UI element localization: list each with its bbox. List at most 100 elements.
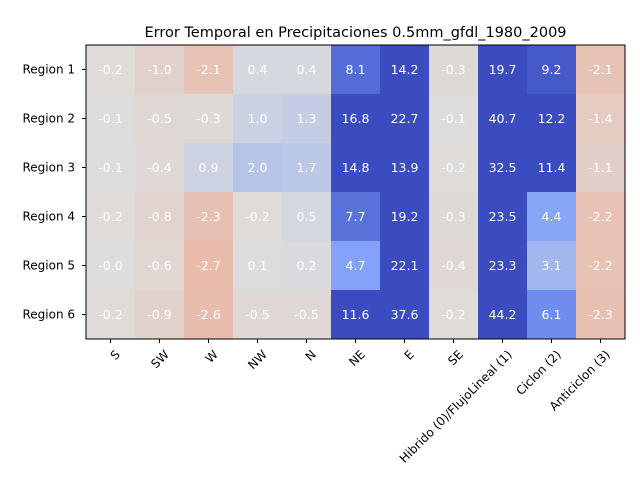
cell-value-label: 22.7 <box>391 111 419 126</box>
heatmap-cell <box>527 45 577 95</box>
heatmap-cell <box>429 290 479 340</box>
cell-value-label: -0.1 <box>98 160 122 175</box>
heatmap-cell <box>380 290 430 340</box>
heatmap-cell <box>576 94 626 144</box>
cell-value-label: 11.6 <box>342 307 370 322</box>
heatmap-cell <box>380 143 430 193</box>
x-tick-label: N <box>303 347 319 363</box>
cell-value-label: 0.2 <box>297 258 317 273</box>
heatmap-cell <box>184 192 234 242</box>
cell-value-label: -1.0 <box>147 62 171 77</box>
heatmap-cell <box>331 94 381 144</box>
y-tick-label: Region 2 <box>22 112 75 126</box>
cell-value-label: -0.2 <box>441 160 465 175</box>
cell-value-label: 1.7 <box>297 160 317 175</box>
cell-value-label: 23.3 <box>489 258 517 273</box>
cell-value-label: 0.5 <box>297 209 317 224</box>
cell-value-label: -2.2 <box>588 258 612 273</box>
heatmap-cell <box>86 290 136 340</box>
heatmap-cell <box>135 241 185 291</box>
heatmap-cell <box>86 94 136 144</box>
cell-value-label: -0.5 <box>294 307 318 322</box>
cell-value-label: 1.3 <box>297 111 317 126</box>
cell-value-label: -0.2 <box>98 307 122 322</box>
heatmap-cell <box>478 94 528 144</box>
cell-value-label: 22.1 <box>391 258 419 273</box>
heatmap-cell <box>429 45 479 95</box>
cell-value-label: 4.4 <box>542 209 562 224</box>
cell-value-label: 4.7 <box>346 258 366 273</box>
heatmap-cell <box>233 143 283 193</box>
cell-value-label: 23.5 <box>489 209 517 224</box>
cell-value-label: -0.5 <box>147 111 171 126</box>
cell-value-label: 19.2 <box>391 209 419 224</box>
heatmap-cell <box>184 290 234 340</box>
heatmap-cell <box>576 241 626 291</box>
cell-value-label: -2.1 <box>588 62 612 77</box>
y-tick-label: Region 4 <box>22 210 75 224</box>
heatmap-cell <box>233 290 283 340</box>
heatmap-cell <box>135 94 185 144</box>
heatmap-cell <box>429 241 479 291</box>
cell-value-label: 16.8 <box>342 111 370 126</box>
cell-value-label: 6.1 <box>542 307 562 322</box>
cell-value-label: 3.1 <box>542 258 562 273</box>
cell-value-label: 19.7 <box>489 62 517 77</box>
heatmap-cell <box>331 241 381 291</box>
x-tick-label: SW <box>148 347 172 371</box>
heatmap-cell <box>478 192 528 242</box>
heatmap-cell <box>478 45 528 95</box>
cell-value-label: 11.4 <box>538 160 566 175</box>
heatmap-cell <box>233 192 283 242</box>
heatmap-cell <box>135 45 185 95</box>
heatmap-cell <box>576 192 626 242</box>
cell-value-label: -2.7 <box>196 258 220 273</box>
heatmap-cell <box>282 94 332 144</box>
cell-value-label: -0.4 <box>147 160 171 175</box>
heatmap-cell <box>380 45 430 95</box>
x-tick-label: W <box>203 347 221 365</box>
heatmap-cell <box>576 290 626 340</box>
y-tick-label: Region 3 <box>22 161 75 175</box>
cell-value-label: 9.2 <box>542 62 562 77</box>
cell-value-label: -2.6 <box>196 307 220 322</box>
cell-value-label: -0.1 <box>98 111 122 126</box>
cell-value-label: -2.2 <box>588 209 612 224</box>
heatmap-cell <box>527 290 577 340</box>
heatmap-cell <box>527 241 577 291</box>
cell-value-label: -0.2 <box>98 209 122 224</box>
cell-value-label: 37.6 <box>391 307 419 322</box>
x-tick-label: E <box>402 347 417 362</box>
y-tick-label: Region 5 <box>22 259 75 273</box>
heatmap-cell <box>86 241 136 291</box>
heatmap-cell <box>282 241 332 291</box>
cell-value-label: -0.1 <box>441 111 465 126</box>
cell-value-label: 0.4 <box>297 62 317 77</box>
heatmap-cell <box>429 143 479 193</box>
heatmap-cell <box>282 192 332 242</box>
cell-value-label: -0.5 <box>245 307 269 322</box>
cell-value-label: -2.3 <box>196 209 220 224</box>
cell-value-label: -0.2 <box>245 209 269 224</box>
heatmap-cell <box>331 192 381 242</box>
heatmap-cell <box>184 241 234 291</box>
cell-value-label: 14.8 <box>342 160 370 175</box>
cell-value-label: 7.7 <box>346 209 366 224</box>
heatmap-cell <box>233 45 283 95</box>
cell-value-label: 14.2 <box>391 62 419 77</box>
heatmap-cell <box>282 290 332 340</box>
x-tick-label: S <box>108 347 123 362</box>
heatmap-cell <box>380 94 430 144</box>
cell-value-label: 12.2 <box>538 111 566 126</box>
y-axis: Region 1 Region 2 Region 3 Region 4 Region 5… <box>22 63 86 322</box>
heatmap-cell <box>331 45 381 95</box>
cell-value-label: -2.1 <box>196 62 220 77</box>
heatmap-cell <box>233 241 283 291</box>
heatmap-cell <box>86 192 136 242</box>
x-tick-label: NE <box>346 347 368 369</box>
cell-value-label: 0.9 <box>199 160 219 175</box>
x-tick-label: SE <box>445 347 466 368</box>
cell-value-label: 13.9 <box>391 160 419 175</box>
